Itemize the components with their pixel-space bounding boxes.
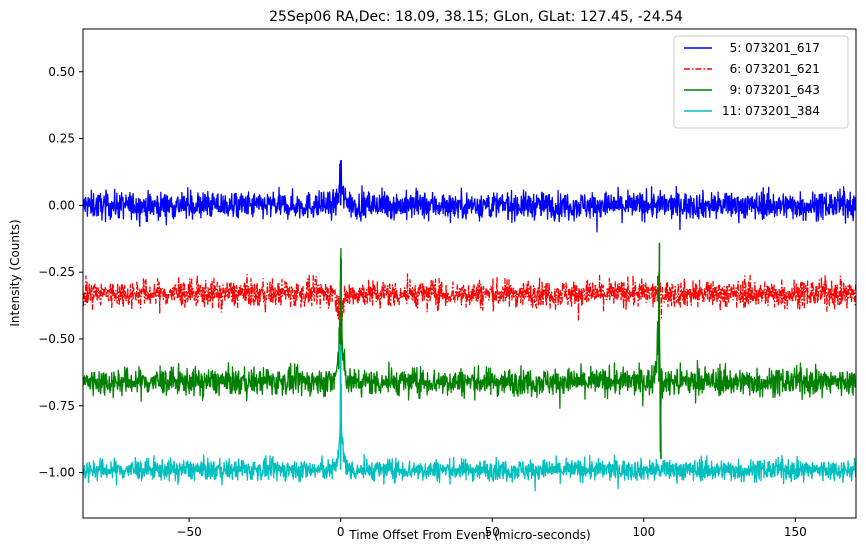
y-tick-label: 0.50	[48, 65, 75, 79]
plot-frame	[82, 28, 857, 519]
series-line-1	[83, 160, 856, 233]
legend-label-3: 9: 073201_643	[722, 83, 820, 97]
legend-label-1: 5: 073201_617	[722, 41, 820, 55]
y-tick-label: −0.75	[38, 399, 75, 413]
x-tick-label: 0	[337, 525, 345, 539]
y-tick-label: 0.00	[48, 198, 75, 212]
y-axis-label: Intensity (Counts)	[8, 219, 22, 326]
legend-box	[673, 35, 849, 129]
y-axis: 0.50 0.25 0.00 −0.25 −0.50 −0.75 −1.00	[38, 65, 83, 480]
x-tick-label: 50	[485, 525, 500, 539]
x-tick-label: 100	[632, 525, 655, 539]
x-tick-label: 150	[784, 525, 807, 539]
series-line-3	[83, 247, 856, 453]
series-3-spike-3	[659, 381, 662, 460]
y-tick-label: −0.25	[38, 265, 75, 279]
series-3-spike-2	[658, 242, 661, 382]
series-line-4	[83, 344, 856, 492]
x-tick-label: −50	[176, 525, 201, 539]
series-4-spike-1	[339, 384, 342, 470]
x-axis-label: Time Offset From Event (micro-seconds)	[348, 528, 590, 542]
legend: 5: 073201_617 6: 073201_621 9: 073201_64…	[673, 35, 849, 129]
y-tick-label: −0.50	[38, 332, 75, 346]
legend-label-2: 6: 073201_621	[722, 62, 820, 76]
legend-label-4: 11: 073201_384	[722, 104, 820, 118]
chart-title: 25Sep06 RA,Dec: 18.09, 38.15; GLon, GLat…	[269, 9, 683, 25]
y-tick-label: −1.00	[38, 466, 75, 480]
x-axis: −50 0 50 100 150	[176, 518, 807, 539]
y-tick-label: 0.25	[48, 132, 75, 146]
series-line-2	[83, 273, 856, 356]
series-1-spike-1	[339, 159, 342, 206]
series-layer	[83, 159, 856, 492]
